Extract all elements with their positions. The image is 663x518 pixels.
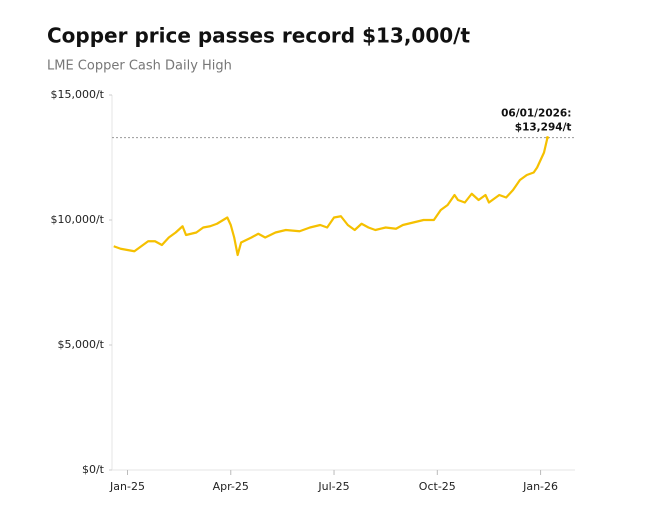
- chart-title: Copper price passes record $13,000/t: [47, 24, 470, 48]
- y-tick-label: $10,000/t: [50, 213, 104, 226]
- price-line: [113, 137, 549, 257]
- y-tick-label: $5,000/t: [57, 338, 104, 351]
- annotation-date: 06/01/2026:: [501, 108, 571, 120]
- chart-subtitle: LME Copper Cash Daily High: [47, 59, 232, 74]
- y-tick-label: $0/t: [82, 463, 105, 476]
- x-tick-label: Jul-25: [317, 480, 349, 493]
- annotation-point: [545, 136, 549, 140]
- x-tick-label: Jan-26: [522, 480, 558, 493]
- y-tick-label: $15,000/t: [50, 88, 104, 101]
- x-tick-label: Apr-25: [213, 480, 249, 493]
- annotation-value: $13,294/t: [515, 122, 572, 134]
- x-tick-label: Oct-25: [419, 480, 456, 493]
- x-tick-label: Jan-25: [109, 480, 145, 493]
